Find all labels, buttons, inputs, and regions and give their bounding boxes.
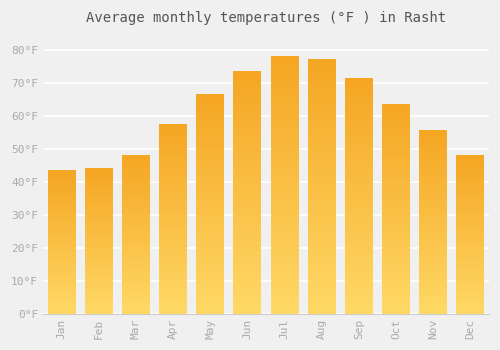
Title: Average monthly temperatures (°F ) in Rasht: Average monthly temperatures (°F ) in Ra… [86, 11, 446, 25]
